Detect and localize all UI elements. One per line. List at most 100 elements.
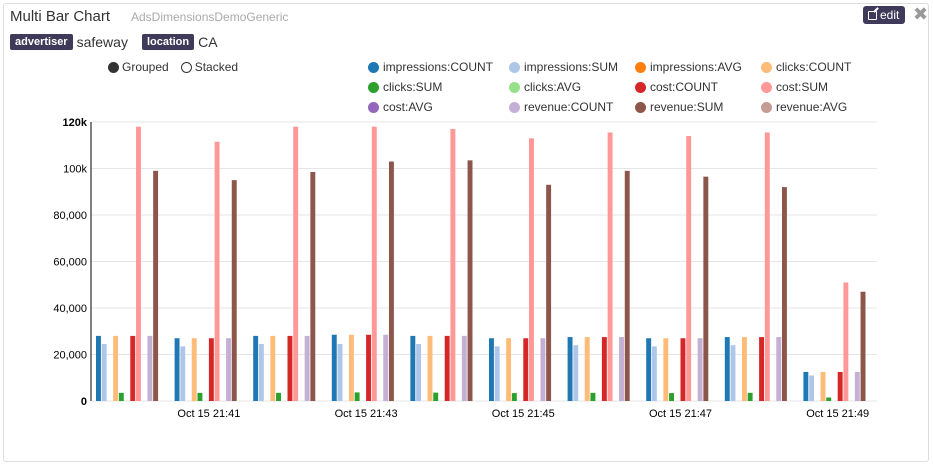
bar[interactable] bbox=[331, 334, 337, 401]
bar[interactable] bbox=[310, 171, 316, 401]
legend-swatch-icon bbox=[635, 101, 646, 113]
bar[interactable] bbox=[253, 335, 259, 401]
bar[interactable] bbox=[113, 335, 119, 401]
bar[interactable] bbox=[730, 345, 736, 401]
bar[interactable] bbox=[348, 334, 354, 401]
bar[interactable] bbox=[607, 132, 613, 401]
bar[interactable] bbox=[803, 371, 809, 401]
legend-item[interactable]: clicks:AVG bbox=[509, 79, 635, 95]
bar[interactable] bbox=[450, 128, 456, 402]
bar[interactable] bbox=[764, 132, 770, 401]
bar[interactable] bbox=[96, 335, 101, 401]
bar[interactable] bbox=[590, 392, 596, 401]
bar[interactable] bbox=[567, 337, 573, 401]
bar[interactable] bbox=[697, 338, 703, 401]
bar[interactable] bbox=[410, 335, 416, 401]
bar[interactable] bbox=[820, 371, 826, 401]
bar[interactable] bbox=[776, 337, 782, 401]
bar[interactable] bbox=[270, 335, 276, 401]
stacked-option[interactable]: Stacked bbox=[180, 60, 238, 74]
bar[interactable] bbox=[529, 138, 534, 401]
bar[interactable] bbox=[624, 170, 630, 401]
bar[interactable] bbox=[540, 338, 546, 401]
bar[interactable] bbox=[843, 282, 849, 401]
bar[interactable] bbox=[703, 176, 709, 401]
bar[interactable] bbox=[433, 392, 439, 401]
bar[interactable] bbox=[226, 338, 231, 401]
bar[interactable] bbox=[467, 160, 473, 401]
bar[interactable] bbox=[444, 335, 450, 401]
bar[interactable] bbox=[147, 335, 153, 401]
bar[interactable] bbox=[546, 184, 552, 401]
legend-item[interactable]: cost:SUM bbox=[761, 79, 887, 95]
bar[interactable] bbox=[651, 346, 657, 401]
legend-item[interactable]: cost:COUNT bbox=[635, 79, 761, 95]
bar[interactable] bbox=[231, 180, 237, 402]
legend-item[interactable]: revenue:AVG bbox=[761, 99, 887, 115]
bar[interactable] bbox=[180, 346, 186, 401]
bar[interactable] bbox=[663, 338, 669, 401]
bar[interactable] bbox=[208, 338, 214, 401]
bar[interactable] bbox=[489, 338, 494, 401]
bar[interactable] bbox=[584, 337, 590, 401]
legend-item[interactable]: impressions:AVG bbox=[635, 59, 761, 75]
bar[interactable] bbox=[619, 337, 624, 401]
bar[interactable] bbox=[174, 338, 180, 401]
legend-item[interactable]: clicks:COUNT bbox=[761, 59, 887, 75]
bar[interactable] bbox=[511, 393, 517, 401]
legend-item[interactable]: revenue:COUNT bbox=[509, 99, 635, 115]
bar[interactable] bbox=[680, 338, 686, 401]
bar[interactable] bbox=[354, 392, 360, 401]
grouped-label: Grouped bbox=[122, 60, 169, 74]
bar[interactable] bbox=[781, 187, 787, 401]
bar[interactable] bbox=[214, 141, 220, 401]
bar[interactable] bbox=[826, 397, 832, 401]
bar[interactable] bbox=[191, 338, 197, 401]
bar[interactable] bbox=[494, 346, 500, 401]
bar[interactable] bbox=[461, 335, 467, 401]
bar[interactable] bbox=[366, 334, 372, 401]
bar[interactable] bbox=[293, 126, 299, 402]
legend-item[interactable]: cost:AVG bbox=[368, 99, 509, 115]
bar[interactable] bbox=[669, 393, 674, 401]
bar[interactable] bbox=[337, 344, 343, 401]
legend-item[interactable]: impressions:SUM bbox=[509, 59, 635, 75]
legend-item[interactable]: clicks:SUM bbox=[368, 79, 509, 95]
legend-item[interactable]: revenue:SUM bbox=[635, 99, 761, 115]
bar[interactable] bbox=[136, 126, 141, 402]
bar[interactable] bbox=[523, 338, 529, 401]
bar[interactable] bbox=[427, 335, 433, 401]
bar[interactable] bbox=[854, 371, 860, 401]
bar[interactable] bbox=[809, 375, 815, 401]
bar[interactable] bbox=[383, 334, 389, 401]
bar[interactable] bbox=[276, 392, 281, 401]
legend-item[interactable]: impressions:COUNT bbox=[368, 59, 509, 75]
bar[interactable] bbox=[506, 338, 512, 401]
bar[interactable] bbox=[371, 126, 377, 402]
bar[interactable] bbox=[747, 392, 753, 401]
bar[interactable] bbox=[388, 161, 394, 401]
bar[interactable] bbox=[130, 335, 136, 401]
bar[interactable] bbox=[153, 170, 159, 401]
x-tick-label: Oct 15 21:41 bbox=[177, 408, 240, 420]
bar[interactable] bbox=[686, 135, 692, 401]
edit-button[interactable]: edit bbox=[863, 6, 906, 24]
bar[interactable] bbox=[601, 337, 607, 401]
bar[interactable] bbox=[287, 335, 293, 401]
bar[interactable] bbox=[304, 335, 310, 401]
close-icon[interactable]: ✖ bbox=[913, 4, 929, 24]
bar[interactable] bbox=[573, 345, 579, 401]
bar[interactable] bbox=[860, 291, 866, 401]
bar[interactable] bbox=[416, 344, 422, 401]
bar[interactable] bbox=[741, 337, 747, 401]
bar[interactable] bbox=[258, 344, 264, 401]
bar[interactable] bbox=[101, 344, 107, 401]
bar[interactable] bbox=[646, 338, 652, 401]
bar[interactable] bbox=[724, 337, 730, 401]
bar[interactable] bbox=[759, 337, 765, 401]
bar[interactable] bbox=[197, 392, 203, 401]
grouped-option[interactable]: Grouped bbox=[108, 60, 169, 74]
bar[interactable] bbox=[118, 392, 124, 401]
bar[interactable] bbox=[837, 371, 843, 401]
